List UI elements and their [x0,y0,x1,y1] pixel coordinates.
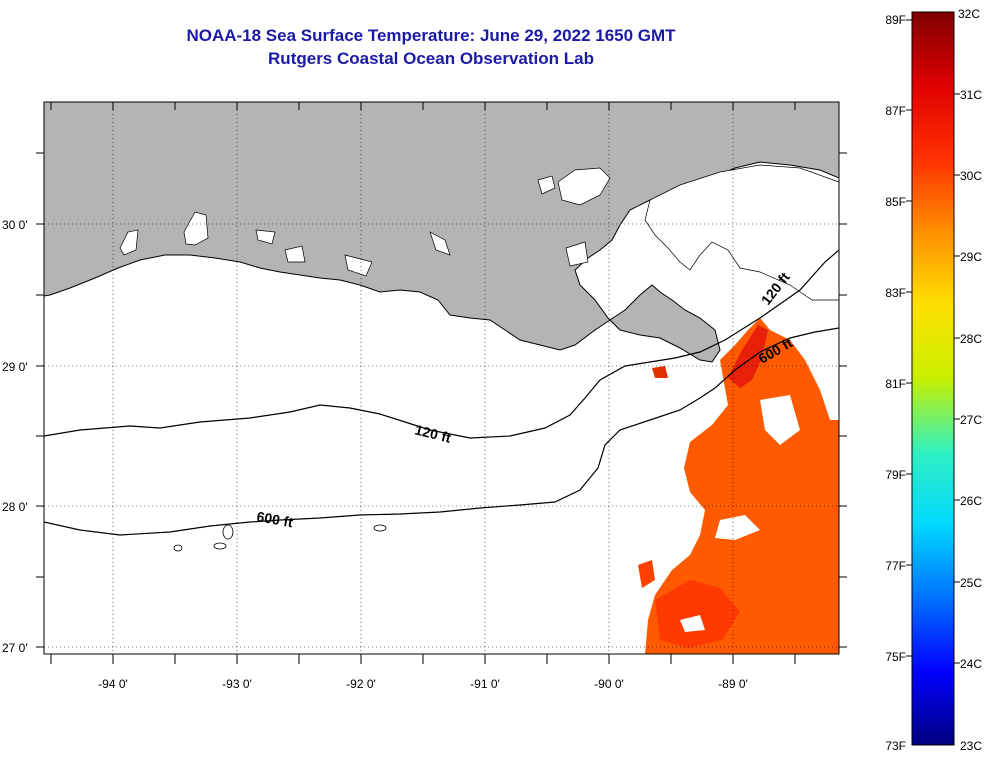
lat-label: 29 0' [2,360,28,374]
lon-label: -91 0' [470,677,500,691]
lake [565,241,589,267]
lake [429,231,451,256]
colorbar-c-label: 25C [960,576,982,590]
map-subtitle: Rutgers Coastal Ocean Observation Lab [268,49,594,68]
sst-hot-region [655,580,740,648]
lon-label: -92 0' [346,677,376,691]
lon-label: -89 0' [718,677,748,691]
lake [255,229,276,245]
lake [344,254,373,277]
graticule [44,102,839,654]
colorbar-f-label: 81F [885,377,906,391]
sst-hot-region [652,366,668,378]
colorbar-f-label: 73F [885,739,906,753]
lake [537,175,556,195]
sst-cloud-gap [680,615,705,632]
lake [119,229,139,256]
lake [557,167,611,206]
lake [284,245,306,263]
colorbar-c-label: 23C [960,739,982,753]
colorbar [911,11,955,746]
colorbar-c-label: 32C [958,7,980,21]
lon-label: -90 0' [594,677,624,691]
lat-label: 27 0' [2,641,28,655]
sst-cloud-gap [715,515,760,540]
lat-label: 28 0' [2,500,28,514]
axis-ticks [36,102,847,664]
map-frame [43,101,840,655]
colorbar-f-label: 83F [885,286,906,300]
delta-marsh [644,164,839,301]
map-title: NOAA-18 Sea Surface Temperature: June 29… [186,26,676,45]
isobath-600ft [44,327,839,536]
colorbar-c-label: 24C [960,657,982,671]
sst-cloud-gap [760,395,800,445]
colorbar-c-label: 31C [960,88,982,102]
sst-hot-region [728,325,768,388]
colorbar-c-label: 29C [960,250,982,264]
colorbar-f-label: 79F [885,468,906,482]
colorbar-c-label: 27C [960,413,982,427]
contour-blob [173,544,183,552]
colorbar-c-label: 30C [960,169,982,183]
colorbar-f-label: 75F [885,650,906,664]
lake [183,211,209,246]
colorbar-f-label: 89F [885,13,906,27]
contour-label: 600 ft [255,508,294,530]
colorbar-c-label: 28C [960,332,982,346]
colorbar-ticks [906,19,960,664]
colorbar-f-label: 85F [885,195,906,209]
sst-hot-region [638,560,655,588]
colorbar-c-label: 26C [960,494,982,508]
contour-blob [222,524,234,540]
lon-label: -94 0' [98,677,128,691]
isobath-120ft [44,249,839,439]
colorbar-f-label: 87F [885,104,906,118]
lat-label: 30 0' [2,218,28,232]
contour-blob [373,524,387,532]
contour-blob [213,542,227,550]
lon-label: -93 0' [222,677,252,691]
land [44,102,839,363]
colorbar-f-label: 77F [885,559,906,573]
